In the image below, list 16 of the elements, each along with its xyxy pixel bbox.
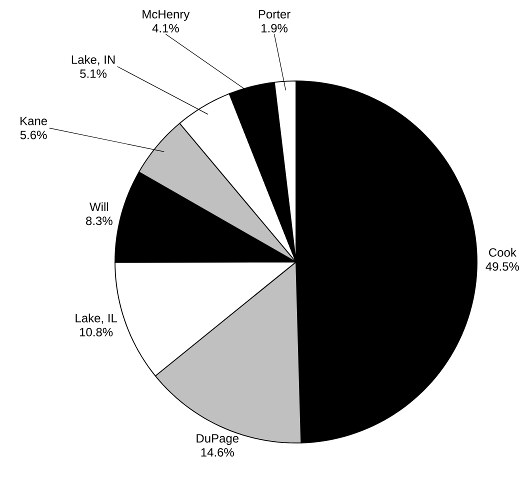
slice-label: DuPage [196,434,239,445]
data-label: 4.1% [152,24,179,32]
slice-label: McHenry [142,10,190,21]
data-label: 10.8% [80,328,113,336]
data-label: 1.9% [262,24,288,32]
slice-label: Cook [489,248,516,257]
data-label: 14.6% [201,448,234,457]
slice-label: Lake, IN [72,55,115,66]
slice-label: Kane [20,116,48,126]
slice-label: Lake, IL [76,314,118,324]
data-label: 49.5% [486,262,520,271]
slice-label: Will [90,202,108,211]
data-label: 8.3% [86,216,112,226]
slice-label: Porter [258,10,290,18]
data-label: 5.6% [20,130,47,140]
data-label: 5.1% [80,69,107,78]
